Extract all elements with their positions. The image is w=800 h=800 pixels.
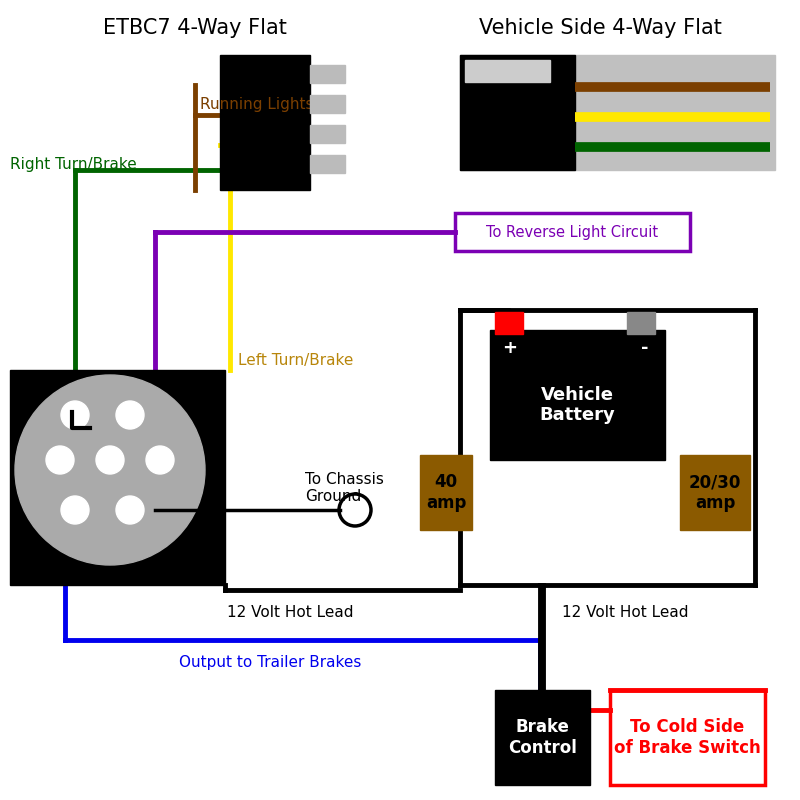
Text: To Cold Side
of Brake Switch: To Cold Side of Brake Switch bbox=[614, 718, 761, 757]
Text: 12 Volt Hot Lead: 12 Volt Hot Lead bbox=[562, 605, 688, 620]
Text: Running Lights: Running Lights bbox=[200, 98, 314, 113]
Bar bbox=[455, 213, 690, 251]
Circle shape bbox=[46, 446, 74, 474]
Circle shape bbox=[116, 401, 144, 429]
Bar bbox=[465, 60, 550, 82]
Circle shape bbox=[61, 401, 89, 429]
Text: 20/30
amp: 20/30 amp bbox=[689, 473, 741, 512]
Text: 12 Volt Hot Lead: 12 Volt Hot Lead bbox=[226, 605, 354, 620]
Text: -: - bbox=[642, 339, 649, 357]
Bar bbox=[495, 690, 590, 785]
Text: Output to Trailer Brakes: Output to Trailer Brakes bbox=[179, 655, 361, 670]
Bar bbox=[310, 65, 345, 83]
Text: +: + bbox=[502, 339, 518, 357]
Bar bbox=[610, 690, 765, 785]
Circle shape bbox=[96, 446, 124, 474]
Bar bbox=[310, 95, 345, 113]
Circle shape bbox=[116, 496, 144, 524]
Text: 40
amp: 40 amp bbox=[426, 473, 466, 512]
Bar bbox=[220, 55, 310, 190]
Bar bbox=[460, 55, 575, 170]
Text: To Reverse Light Circuit: To Reverse Light Circuit bbox=[486, 225, 658, 239]
Bar bbox=[490, 330, 665, 460]
Bar bbox=[460, 55, 775, 170]
Bar bbox=[10, 370, 225, 585]
Text: Vehicle Side 4-Way Flat: Vehicle Side 4-Way Flat bbox=[478, 18, 722, 38]
Circle shape bbox=[61, 496, 89, 524]
Text: Vehicle
Battery: Vehicle Battery bbox=[540, 386, 615, 424]
Bar bbox=[420, 455, 472, 530]
Bar bbox=[680, 455, 750, 530]
Circle shape bbox=[15, 375, 205, 565]
Text: Brake
Control: Brake Control bbox=[508, 718, 577, 757]
Text: Right Turn/Brake: Right Turn/Brake bbox=[10, 158, 137, 173]
Bar bbox=[310, 125, 345, 143]
Text: To Chassis
Ground: To Chassis Ground bbox=[305, 472, 384, 504]
Bar bbox=[627, 312, 655, 334]
Circle shape bbox=[146, 446, 174, 474]
Text: ETBC7 4-Way Flat: ETBC7 4-Way Flat bbox=[103, 18, 287, 38]
Bar bbox=[310, 155, 345, 173]
Bar bbox=[495, 312, 523, 334]
Text: Left Turn/Brake: Left Turn/Brake bbox=[238, 353, 354, 367]
